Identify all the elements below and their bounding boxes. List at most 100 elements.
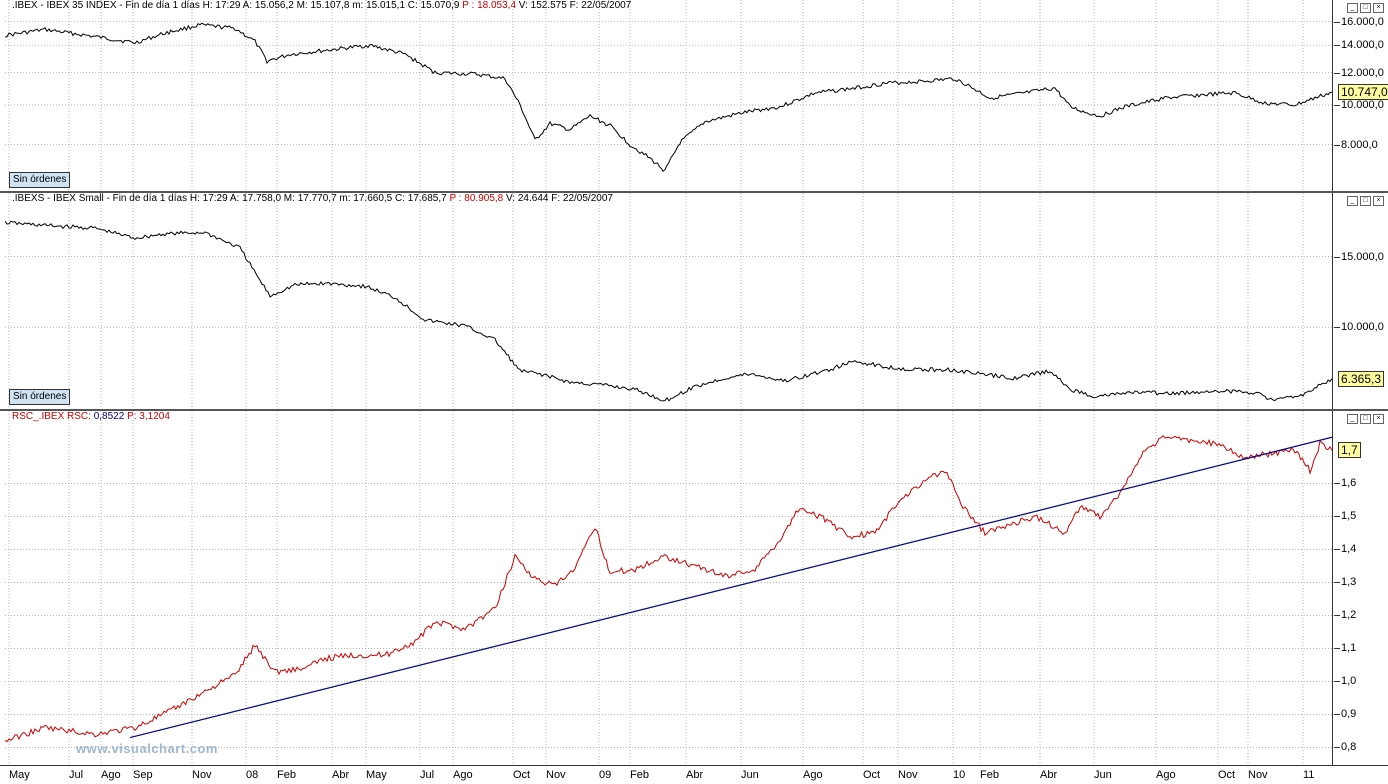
x-tick-label: Jul — [420, 769, 435, 781]
y-tick-label: 14.000,0 — [1341, 39, 1384, 52]
y-tick-label: 1,4 — [1341, 543, 1357, 556]
y-tick-mark — [1334, 747, 1340, 749]
rsc-header-prefix: RSC_.IBEX RSC: — [12, 411, 94, 422]
x-tick-label: Oct — [1218, 769, 1236, 781]
ibex35-header: .IBEX - IBEX 35 INDEX - Fin de día 1 día… — [12, 0, 631, 11]
x-tick-label: Feb — [980, 769, 999, 781]
x-tick-label: Ago — [101, 769, 121, 781]
ibex35-chart — [5, 0, 1332, 191]
close-icon[interactable]: × — [1373, 414, 1384, 424]
x-tick-label: Feb — [277, 769, 296, 781]
close-icon[interactable]: × — [1373, 3, 1384, 13]
y-tick-label: 0,9 — [1341, 708, 1357, 721]
price-series-line — [5, 220, 1332, 402]
ibex-small-orders-button[interactable]: Sin órdenes — [9, 389, 71, 405]
rsc-chart — [5, 411, 1332, 765]
ibex35-header-prefix: .IBEX - IBEX 35 INDEX - Fin de día 1 día… — [12, 0, 463, 11]
y-tick-mark — [1334, 615, 1340, 617]
x-tick-label: Sep — [133, 769, 153, 781]
rsc-series-line — [5, 434, 1332, 743]
x-tick-label: Nov — [192, 769, 212, 781]
ibex35-last-value: 10.747,0 — [1338, 84, 1388, 101]
y-tick-mark — [1334, 648, 1340, 650]
y-tick-label: 10.000,0 — [1341, 321, 1384, 334]
panel-separator[interactable] — [0, 409, 1388, 411]
ibex-small-header-suffix: V: 24.644 F: 22/05/2007 — [503, 193, 613, 204]
y-tick-label: 10.000,0 — [1341, 99, 1384, 111]
x-tick-label: Ago — [453, 769, 473, 781]
ibex35-header-suffix: V: 152.575 F: 22/05/2007 — [516, 0, 632, 11]
y-tick-mark — [1334, 714, 1340, 716]
maximize-icon[interactable]: □ — [1360, 414, 1371, 424]
y-tick-label: 1,3 — [1341, 576, 1357, 589]
y-tick-label: 1,1 — [1341, 642, 1357, 655]
maximize-icon[interactable]: □ — [1360, 3, 1371, 13]
watermark: www.visualchart.com — [76, 741, 218, 756]
x-tick-label: Ago — [803, 769, 823, 781]
y-tick-mark — [1334, 256, 1340, 258]
x-tick-label: Oct — [863, 769, 881, 781]
ibex35-header-p: P : 18.053,4 — [462, 0, 517, 11]
y-tick-mark — [1334, 45, 1340, 47]
y-tick-mark — [1334, 327, 1340, 329]
y-tick-label: 16.000,0 — [1341, 15, 1384, 28]
ibex-small-header-p: P : 80.905,8 — [449, 193, 504, 204]
ibex35-plot-area[interactable] — [5, 0, 1332, 191]
panel-separator[interactable] — [0, 191, 1388, 193]
x-tick-label: Nov — [1248, 769, 1268, 781]
x-tick-label: Jul — [69, 769, 84, 781]
rsc-panel: RSC_.IBEX RSC: 0,8522 P: 3,1204 1,6 1,5 1,… — [0, 411, 1388, 765]
x-tick-label: Nov — [546, 769, 566, 781]
price-series-line — [5, 22, 1332, 172]
x-tick-label: 11 — [1303, 769, 1315, 781]
close-icon[interactable]: × — [1373, 196, 1384, 206]
x-tick-label: Jun — [1094, 769, 1112, 781]
x-tick-label: Abr — [332, 769, 350, 781]
y-tick-label: 8.000,0 — [1341, 138, 1378, 151]
x-tick-label: Jun — [741, 769, 759, 781]
y-tick-mark — [1334, 21, 1340, 23]
rsc-header: RSC_.IBEX RSC: 0,8522 P: 3,1204 — [12, 411, 170, 422]
x-tick-label: 10 — [953, 769, 966, 781]
minimize-icon[interactable]: _ — [1347, 196, 1358, 206]
ibex-small-plot-area[interactable] — [5, 193, 1332, 409]
rsc-trendline — [129, 436, 1332, 739]
x-tick-label: May — [366, 769, 387, 781]
y-tick-mark — [1334, 72, 1340, 74]
y-tick-mark — [1334, 144, 1340, 146]
rsc-axis: 1,6 1,5 1,4 1,3 1,2 1,1 1,0 0,9 0,8 — [1332, 411, 1388, 765]
x-tick-label: Abr — [686, 769, 704, 781]
y-tick-mark — [1334, 516, 1340, 518]
y-tick-label: 12.000,0 — [1341, 66, 1384, 79]
y-tick-label: 1,5 — [1341, 510, 1357, 523]
maximize-icon[interactable]: □ — [1360, 196, 1371, 206]
x-tick-label: 09 — [599, 769, 612, 781]
ibex-small-panel: .IBEXS - IBEX Small - Fin de día 1 días … — [0, 193, 1388, 409]
ibex35-panel: .IBEX - IBEX 35 INDEX - Fin de día 1 día… — [0, 0, 1388, 191]
y-tick-label: 15.000,0 — [1341, 250, 1384, 263]
ibex-small-last-value: 6.365,3 — [1338, 370, 1385, 387]
ibex35-orders-button[interactable]: Sin órdenes — [9, 172, 71, 188]
y-tick-label: 1,6 — [1341, 477, 1357, 490]
rsc-plot-area[interactable] — [5, 411, 1332, 765]
minimize-icon[interactable]: _ — [1347, 3, 1358, 13]
rsc-header-value: 0,8522 — [93, 411, 125, 422]
y-tick-mark — [1334, 549, 1340, 551]
y-tick-label: 0,8 — [1341, 741, 1357, 754]
x-tick-label: May — [9, 769, 30, 781]
y-tick-mark — [1334, 681, 1340, 683]
x-tick-label: Oct — [513, 769, 531, 781]
x-tick-label: Abr — [1040, 769, 1058, 781]
ibex-small-chart — [5, 193, 1332, 409]
y-tick-mark — [1334, 105, 1340, 106]
ibex-small-header-prefix: .IBEXS - IBEX Small - Fin de día 1 días … — [12, 193, 450, 204]
rsc-window-controls: _ □ × — [1347, 414, 1384, 424]
ibex-small-window-controls: _ □ × — [1347, 196, 1384, 206]
rsc-last-value: 1,7 — [1338, 442, 1361, 459]
x-tick-label: Feb — [630, 769, 649, 781]
x-tick-label: Ago — [1156, 769, 1176, 781]
time-axis: May Jul Ago Sep Nov 08 Feb Abr May Jul Ago Oct Nov 09… — [0, 765, 1388, 784]
ibex-small-header: .IBEXS - IBEX Small - Fin de día 1 días … — [12, 193, 613, 204]
x-tick-label: Nov — [898, 769, 918, 781]
minimize-icon[interactable]: _ — [1347, 414, 1358, 424]
